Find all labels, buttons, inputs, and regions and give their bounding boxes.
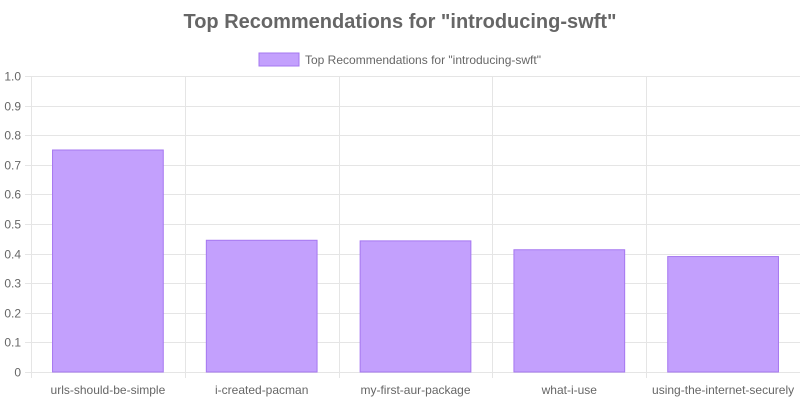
y-tick-label: 0.2	[4, 307, 21, 321]
x-tick-label: my-first-aur-package	[360, 383, 470, 397]
y-tick-label: 0.4	[4, 248, 21, 262]
y-axis-ticks: 0 0.1 0.2 0.3 0.4 0.5 0.6 0.7 0.8 0.9 1.0	[4, 70, 21, 380]
bar-urls-should-be-simple[interactable]	[52, 149, 164, 373]
bar-using-the-internet-securely[interactable]	[667, 256, 779, 373]
y-tick-label: 0.1	[4, 336, 21, 350]
y-tick-label: 0.5	[4, 218, 21, 232]
x-tick-label: i-created-pacman	[215, 383, 308, 397]
bars	[52, 149, 779, 373]
x-tick-label: what-i-use	[541, 383, 598, 397]
chart-title: Top Recommendations for "introducing-swf…	[183, 11, 616, 33]
x-axis-ticks: urls-should-be-simple i-created-pacman my-…	[51, 383, 795, 397]
bar-i-created-pacman[interactable]	[205, 239, 318, 373]
y-tick-label: 0	[14, 366, 21, 380]
legend-swatch[interactable]	[258, 52, 300, 67]
legend-label[interactable]: Top Recommendations for "introducing-swf…	[305, 53, 541, 67]
x-tick-label: urls-should-be-simple	[51, 383, 166, 397]
y-tick-label: 1.0	[4, 70, 21, 84]
y-tick-label: 0.7	[4, 159, 21, 173]
y-tick-label: 0.3	[4, 277, 21, 291]
legend[interactable]: Top Recommendations for "introducing-swf…	[258, 52, 541, 67]
bar-my-first-aur-package[interactable]	[359, 240, 472, 373]
y-tick-label: 0.9	[4, 100, 21, 114]
bar-what-i-use[interactable]	[513, 249, 626, 373]
y-tick-label: 0.6	[4, 188, 21, 202]
x-tick-label: using-the-internet-securely	[652, 383, 794, 397]
y-tick-label: 0.8	[4, 129, 21, 143]
